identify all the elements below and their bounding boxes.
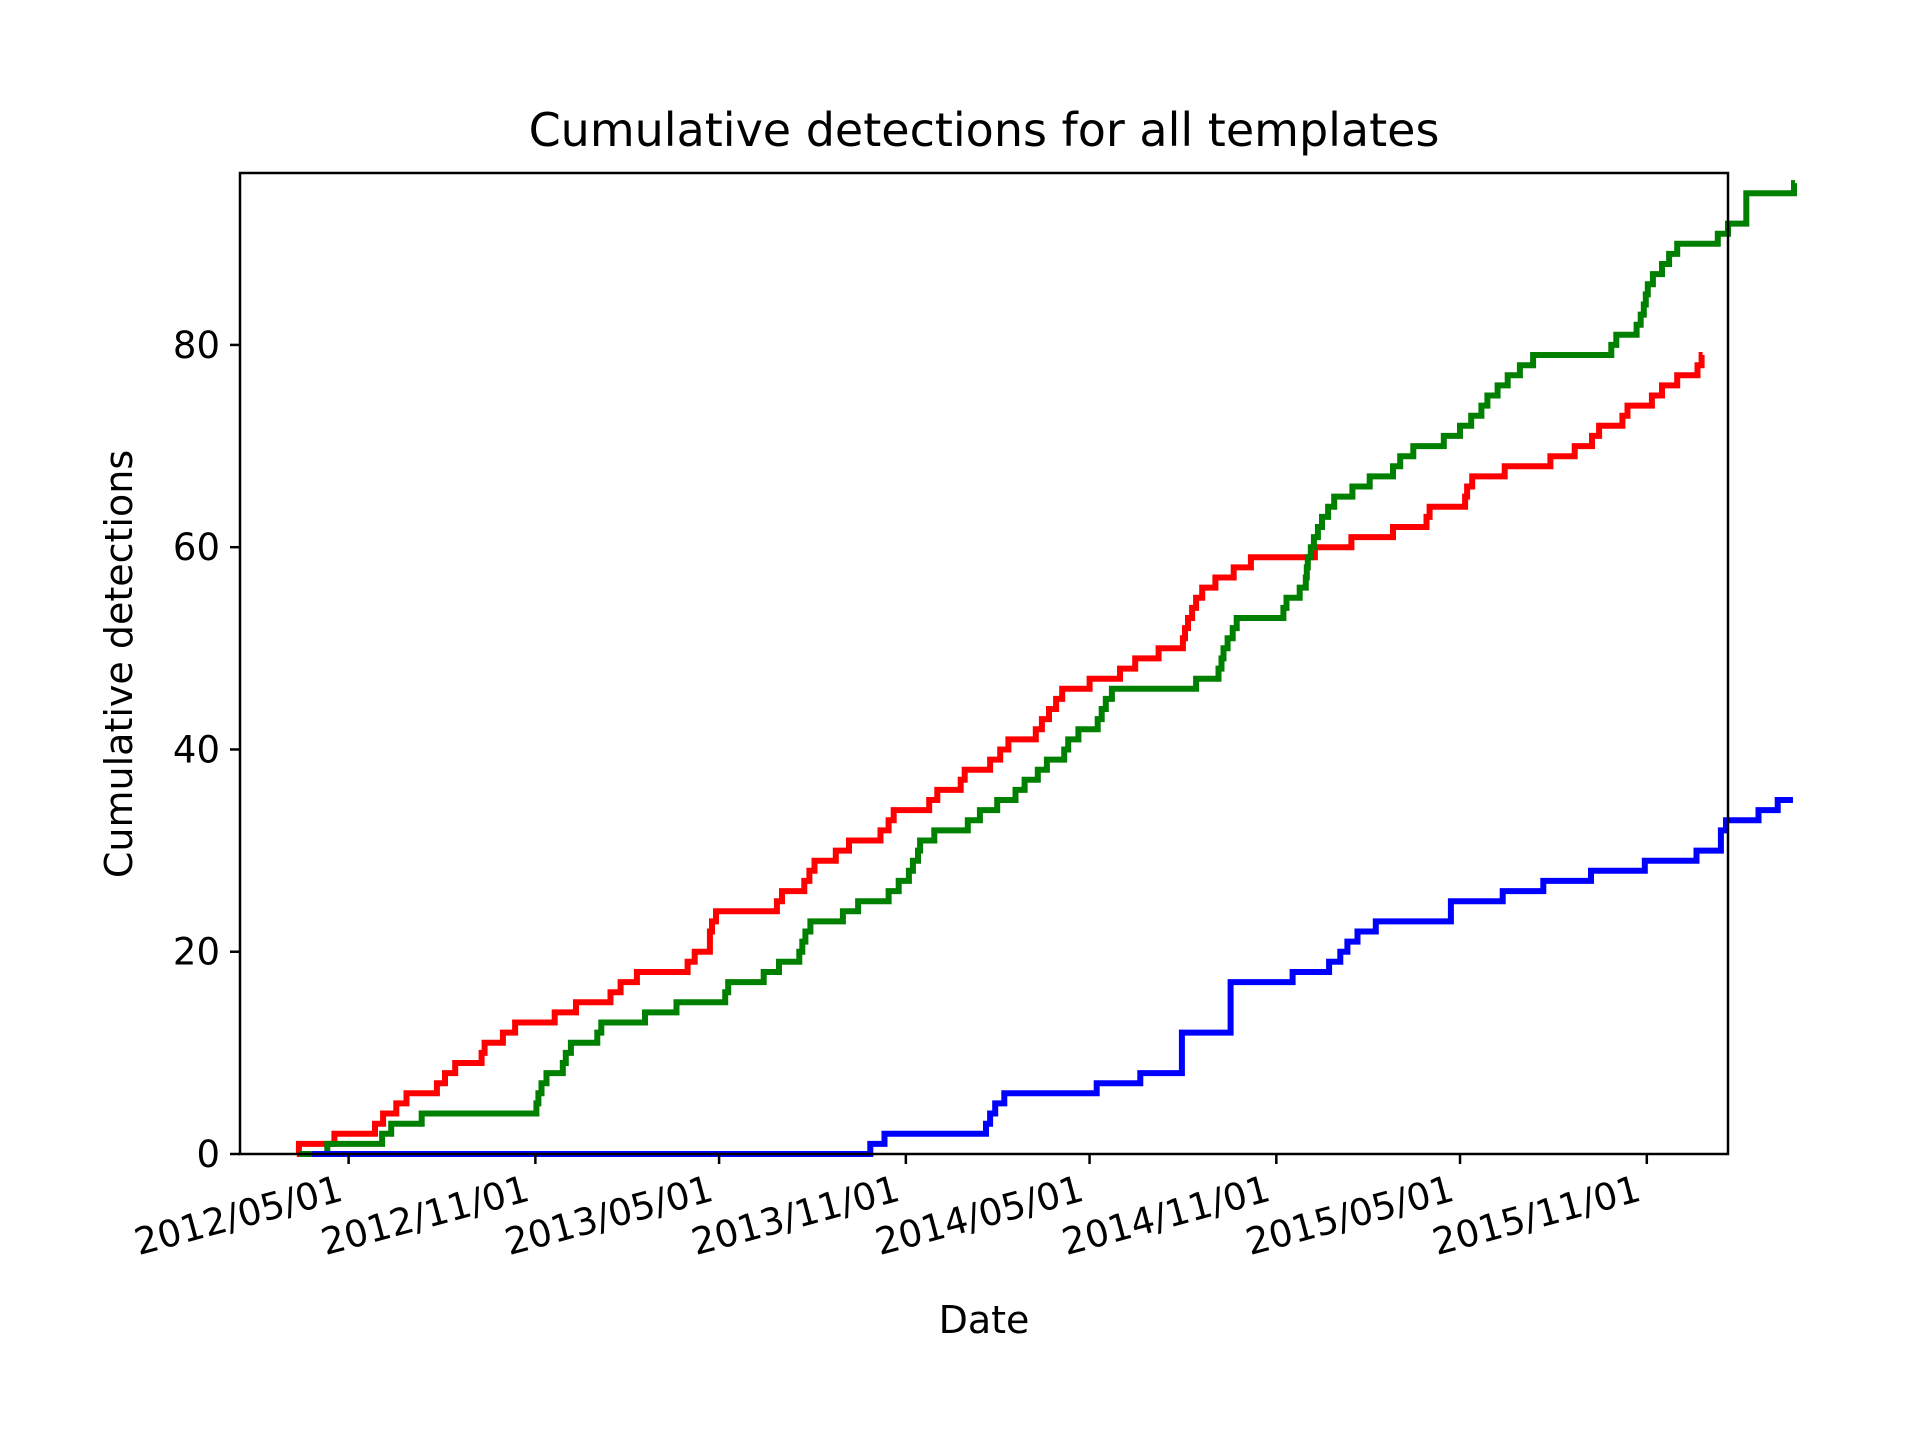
y-tick-label-4: 80 xyxy=(173,324,220,367)
y-tick-label-2: 40 xyxy=(173,728,220,771)
y-tick-label-3: 60 xyxy=(173,526,220,569)
series-line-2 xyxy=(312,797,1793,1157)
series-line-1 xyxy=(298,180,1797,1157)
series-layer xyxy=(295,180,1797,1157)
chart-title: Cumulative detections for all templates xyxy=(529,103,1440,157)
y-tick-label-0: 0 xyxy=(196,1133,220,1176)
y-tick-label-1: 20 xyxy=(173,931,220,974)
series-line-0 xyxy=(295,352,1705,1157)
x-axis-label: Date xyxy=(939,1298,1030,1342)
plot-frame xyxy=(238,171,1730,1156)
y-axis-label: Cumulative detections xyxy=(97,450,141,878)
